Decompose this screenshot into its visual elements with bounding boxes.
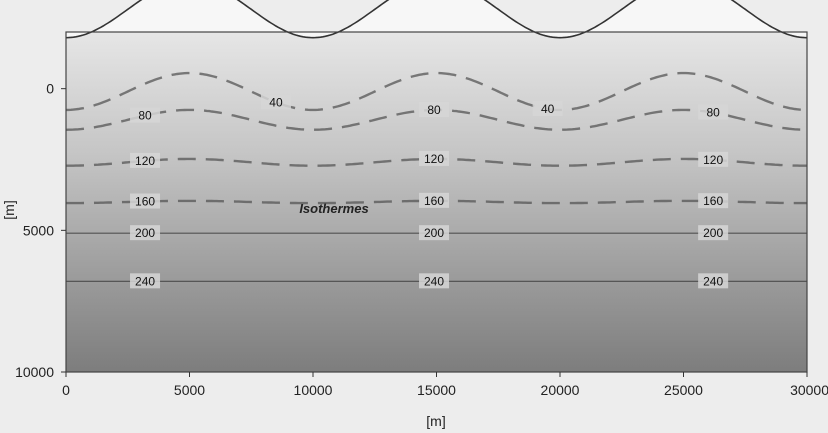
isotherm-200-label: 200 xyxy=(703,226,723,240)
isotherm-label-bg xyxy=(698,151,729,167)
x-tick-label: 10000 xyxy=(294,382,333,398)
isotherm-240-label: 240 xyxy=(424,274,444,288)
x-tick-label: 15000 xyxy=(417,382,456,398)
isotherm-80-label: 80 xyxy=(427,103,441,117)
isotherm-label-bg xyxy=(419,225,450,241)
isotherm-160-label: 160 xyxy=(703,194,723,208)
y-tick-label: 0 xyxy=(46,81,54,97)
isotherm-label-bg xyxy=(419,192,450,208)
isotherm-label-bg xyxy=(698,225,729,241)
isotherm-label-bg xyxy=(260,94,291,110)
isotherm-200-label: 200 xyxy=(424,226,444,240)
y-tick-label: 10000 xyxy=(15,364,54,380)
isotherm-240-label: 240 xyxy=(703,274,723,288)
isotherm-120-label: 120 xyxy=(703,153,723,167)
x-axis-title: [m] xyxy=(426,413,445,429)
isotherm-160-label: 160 xyxy=(135,195,155,209)
isotherm-label-bg xyxy=(698,273,729,289)
isotherm-40-line xyxy=(66,71,807,112)
isotherm-40-label: 40 xyxy=(541,102,555,116)
isotherm-80-label: 80 xyxy=(138,109,152,123)
y-tick-label: 5000 xyxy=(23,222,54,238)
isotherm-label-bg xyxy=(130,107,161,123)
isotherm-label-bg xyxy=(532,101,563,117)
isotherm-120-label: 120 xyxy=(135,154,155,168)
isotherm-label-bg xyxy=(419,150,450,166)
isotherm-240-label: 240 xyxy=(135,274,155,288)
isothermes-annotation: Isothermes xyxy=(299,201,368,216)
y-axis-title: [m] xyxy=(1,200,17,219)
isotherm-label-bg xyxy=(419,273,450,289)
isotherm-200-label: 200 xyxy=(135,226,155,240)
x-tick-label: 0 xyxy=(62,382,70,398)
isotherm-label-bg xyxy=(698,104,729,120)
isotherm-80-label: 80 xyxy=(706,106,720,120)
x-tick-label: 20000 xyxy=(541,382,580,398)
x-tick-label: 25000 xyxy=(664,382,703,398)
isotherm-label-bg xyxy=(130,152,161,168)
isotherm-label-bg xyxy=(130,193,161,209)
x-tick-label: 5000 xyxy=(174,382,205,398)
isotherm-label-bg xyxy=(698,193,729,209)
isotherm-120-label: 120 xyxy=(424,152,444,166)
x-tick-label: 30000 xyxy=(790,382,828,398)
isotherm-160-label: 160 xyxy=(424,194,444,208)
isotherm-label-bg xyxy=(130,273,161,289)
isotherm-label-bg xyxy=(130,225,161,241)
isotherm-40-label: 40 xyxy=(269,95,283,109)
isotherm-layer: 40 40 80 80 80 120 120 120 160 160 160 200 200 200 240… xyxy=(66,71,807,289)
isotherm-label-bg xyxy=(419,101,450,117)
axis-layer: 0 5000 10000 15000 20000 25000 30000 0 5000 10000 xyxy=(15,81,828,398)
plot-area: 40 40 80 80 80 120 120 120 160 160 160 200 200 200 240… xyxy=(65,0,808,373)
